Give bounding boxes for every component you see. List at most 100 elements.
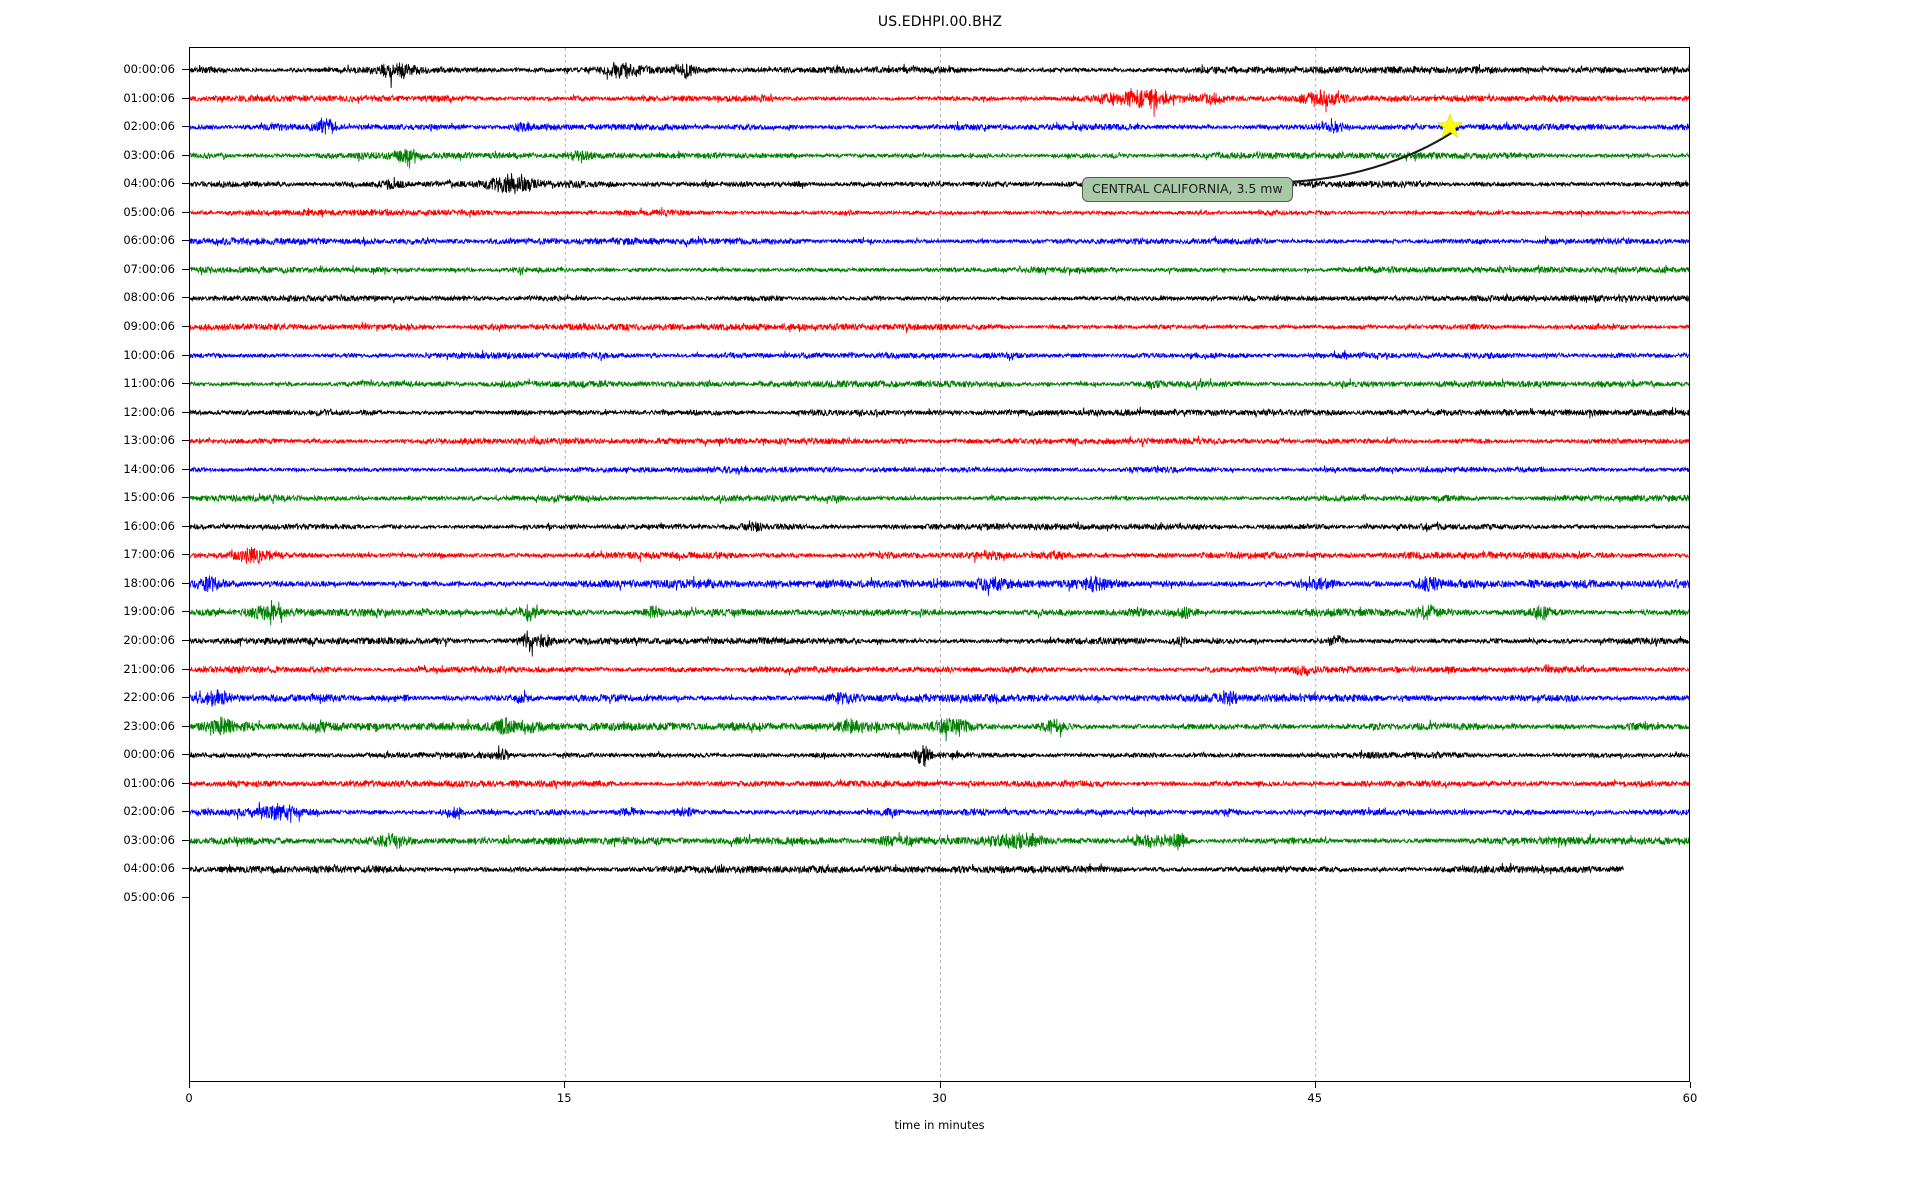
y-tick-mark xyxy=(182,154,189,156)
y-tick-mark xyxy=(182,183,189,185)
y-tick-label: 10:00:06 xyxy=(123,347,175,362)
event-annotation-label: CENTRAL CALIFORNIA, 3.5 mw xyxy=(1082,177,1293,202)
waveform-trace xyxy=(190,716,1689,742)
y-tick-mark xyxy=(182,525,189,527)
waveform-trace xyxy=(190,465,1689,476)
y-tick-label: 01:00:06 xyxy=(123,90,175,105)
y-tick-label: 09:00:06 xyxy=(123,318,175,333)
waveform-trace xyxy=(190,173,1689,195)
x-tick-mark xyxy=(1690,1082,1691,1088)
waveform-trace xyxy=(190,778,1689,790)
waveform-trace xyxy=(190,831,1689,851)
waveform-trace xyxy=(190,206,1689,218)
y-tick-mark xyxy=(182,268,189,270)
waveform-traces xyxy=(190,48,1689,1081)
y-tick-label: 01:00:06 xyxy=(123,775,175,790)
y-tick-mark xyxy=(182,668,189,670)
x-tick-mark xyxy=(564,1082,566,1088)
waveform-trace xyxy=(190,377,1689,391)
waveform-trace xyxy=(190,62,1689,88)
x-tick-label: 30 xyxy=(932,1091,947,1105)
y-tick-mark xyxy=(182,240,189,242)
y-tick-mark xyxy=(182,868,189,870)
y-tick-label: 03:00:06 xyxy=(123,147,175,162)
y-tick-label: 15:00:06 xyxy=(123,490,175,505)
y-tick-mark xyxy=(182,782,189,784)
waveform-trace xyxy=(190,406,1689,419)
x-axis-label: time in minutes xyxy=(894,1118,985,1132)
waveform-trace xyxy=(190,88,1689,117)
y-tick-label: 05:00:06 xyxy=(123,204,175,219)
y-tick-label: 03:00:06 xyxy=(123,832,175,847)
x-tick-label: 15 xyxy=(556,1091,572,1105)
y-tick-mark xyxy=(182,297,189,299)
y-tick-mark xyxy=(182,211,189,213)
waveform-trace xyxy=(190,599,1689,626)
y-tick-label: 06:00:06 xyxy=(123,233,175,248)
y-tick-label: 07:00:06 xyxy=(123,261,175,276)
y-tick-mark xyxy=(182,497,189,499)
y-tick-mark xyxy=(182,97,189,99)
plot-axes xyxy=(189,47,1690,1082)
y-tick-mark xyxy=(182,725,189,727)
waveform-trace xyxy=(190,630,1689,657)
waveform-trace xyxy=(190,235,1689,248)
y-tick-label: 20:00:06 xyxy=(123,633,175,647)
y-tick-mark xyxy=(182,582,189,584)
x-tick-label: 60 xyxy=(1682,1091,1698,1105)
y-tick-label: 08:00:06 xyxy=(123,290,175,305)
y-tick-mark xyxy=(182,811,189,813)
page-title: US.EDHPI.00.BHZ xyxy=(877,14,1003,30)
waveform-trace xyxy=(190,264,1689,276)
x-tick-mark xyxy=(939,1082,941,1088)
y-tick-mark xyxy=(182,640,189,641)
y-tick-label: 18:00:06 xyxy=(123,575,175,590)
y-tick-mark xyxy=(182,754,189,756)
y-tick-label: 00:00:06 xyxy=(123,62,175,76)
y-tick-label: 12:00:06 xyxy=(123,404,175,419)
y-tick-label: 04:00:06 xyxy=(123,861,175,876)
waveform-trace xyxy=(190,745,1689,768)
y-tick-label: 23:00:06 xyxy=(123,718,175,733)
waveform-trace xyxy=(190,575,1689,596)
y-tick-label: 04:00:06 xyxy=(123,176,175,191)
waveform-trace xyxy=(190,689,1689,707)
waveform-trace xyxy=(190,862,1624,875)
y-tick-label: 00:00:06 xyxy=(123,747,175,762)
waveform-trace xyxy=(190,664,1689,677)
y-tick-label: 02:00:06 xyxy=(123,804,175,819)
y-tick-label: 16:00:06 xyxy=(123,518,175,533)
y-tick-label: 13:00:06 xyxy=(123,433,175,448)
waveform-trace xyxy=(190,546,1689,565)
y-tick-mark xyxy=(182,126,189,128)
y-tick-label: 19:00:06 xyxy=(123,604,175,619)
y-tick-mark xyxy=(182,839,189,841)
y-tick-label: 11:00:06 xyxy=(123,376,175,391)
y-tick-label: 21:00:06 xyxy=(123,661,175,676)
waveform-trace xyxy=(190,435,1689,448)
y-tick-mark xyxy=(182,354,189,356)
y-tick-mark xyxy=(182,69,189,70)
y-tick-mark xyxy=(182,697,189,699)
y-tick-mark xyxy=(182,411,189,413)
y-tick-label: 17:00:06 xyxy=(123,547,175,562)
y-tick-mark xyxy=(182,440,189,442)
y-tick-mark xyxy=(182,611,189,613)
waveform-trace xyxy=(190,293,1689,304)
waveform-trace xyxy=(190,520,1689,533)
y-tick-mark xyxy=(182,896,189,898)
y-tick-label: 22:00:06 xyxy=(123,690,175,705)
y-tick-mark xyxy=(182,383,189,385)
x-tick-mark xyxy=(1314,1082,1316,1088)
waveform-trace xyxy=(190,492,1689,505)
waveform-trace xyxy=(190,349,1689,362)
x-tick-label: 0 xyxy=(185,1091,193,1105)
x-tick-mark xyxy=(189,1082,190,1088)
waveform-trace xyxy=(190,801,1689,824)
y-tick-mark xyxy=(182,468,189,470)
y-tick-mark xyxy=(182,554,189,556)
y-tick-label: 02:00:06 xyxy=(123,119,175,134)
x-tick-label: 45 xyxy=(1307,1091,1323,1105)
y-tick-mark xyxy=(182,325,189,327)
